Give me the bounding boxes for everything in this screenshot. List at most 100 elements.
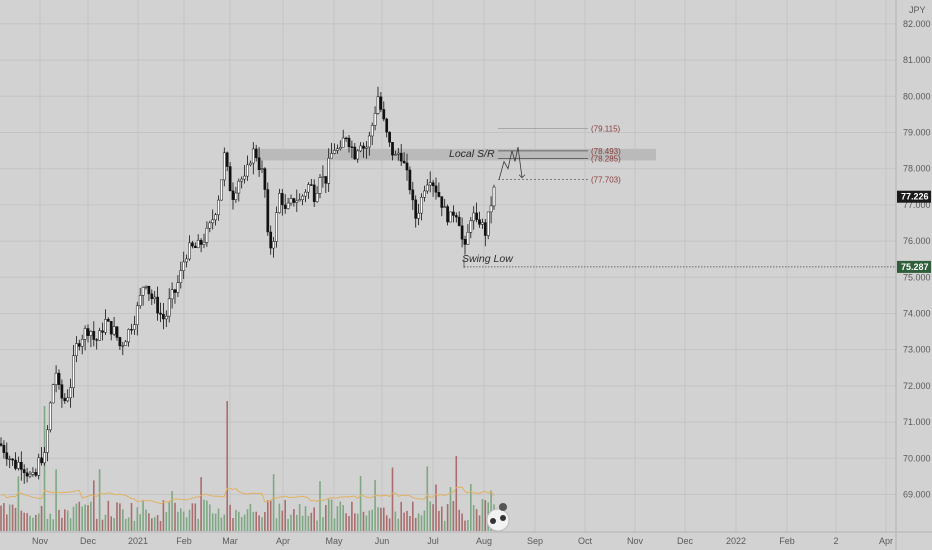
last-price-badge[interactable] — [897, 190, 931, 203]
candle-body — [179, 270, 183, 283]
volume-bar — [284, 500, 286, 531]
x-tick-label: Oct — [578, 536, 593, 546]
support-resistance-zone[interactable] — [256, 148, 656, 161]
candle-body — [251, 148, 255, 164]
candle-body — [2, 445, 6, 453]
volume-bar — [330, 499, 333, 531]
candle-body — [40, 457, 43, 464]
currency-label: JPY — [909, 5, 926, 15]
candle-body — [205, 227, 209, 243]
volume-bar — [478, 515, 481, 531]
candle-body — [391, 142, 394, 156]
candle-body — [17, 462, 20, 469]
candle-body — [69, 387, 72, 399]
volume-bar — [52, 519, 54, 531]
volume-bar — [84, 504, 86, 531]
swing-low-price-badge[interactable] — [897, 260, 931, 273]
candle-body — [80, 338, 84, 347]
logo-eye-left — [490, 518, 496, 524]
sr-zone-rect[interactable] — [256, 148, 656, 161]
candle-body — [405, 162, 409, 171]
candle-body — [182, 261, 186, 271]
volume-bar — [412, 501, 414, 531]
candle-body — [420, 196, 423, 214]
volume-bar — [261, 517, 263, 531]
volume-bar — [351, 501, 353, 531]
logo-eye-right — [500, 515, 506, 521]
volume-bar — [385, 515, 388, 531]
candle-body — [437, 192, 441, 197]
candle-body — [25, 472, 29, 477]
candle-body — [98, 330, 101, 341]
volume-bar — [153, 517, 156, 531]
candle-body — [402, 160, 406, 164]
x-tick-label: Sep — [527, 536, 543, 546]
x-tick-label: 2022 — [726, 536, 746, 546]
volume-bar — [464, 520, 466, 531]
logo-circle[interactable] — [486, 508, 510, 532]
price-levels[interactable]: (79.115) (78.493)(78.285) (77.703) — [463, 124, 896, 268]
candle-body — [318, 177, 322, 194]
volume-bar — [470, 484, 472, 531]
candle-body — [408, 169, 412, 191]
volume-bar — [281, 510, 284, 531]
candle-body — [162, 313, 165, 320]
volume-bar — [383, 507, 385, 531]
volume-bar — [0, 505, 2, 531]
volume-bar — [95, 518, 98, 531]
candle-body — [295, 200, 299, 203]
candle-body — [254, 148, 258, 159]
volume-bar — [203, 499, 205, 531]
y-tick-label: 80.000 — [903, 91, 931, 101]
volume-bar — [406, 510, 408, 531]
volume-bar — [232, 518, 234, 531]
volume-bar — [325, 505, 327, 531]
candle-body — [463, 239, 467, 245]
candle-body — [188, 242, 191, 260]
volume-bar — [148, 513, 150, 531]
candle-body — [66, 397, 70, 402]
candle-body — [327, 157, 331, 184]
candle-body — [86, 328, 90, 336]
candle-body — [170, 289, 174, 300]
volume-bar — [356, 513, 359, 531]
candle-body — [376, 96, 380, 114]
volume-bar — [426, 466, 429, 531]
price-level-label: (78.285) — [591, 154, 621, 163]
candle-body — [344, 137, 348, 140]
volume-bar — [374, 480, 376, 531]
volume-bar — [214, 513, 217, 531]
tradingview-logo[interactable] — [486, 503, 510, 532]
candle-body — [489, 205, 493, 213]
candle-body — [434, 185, 438, 193]
projection-line[interactable] — [498, 146, 523, 180]
candle-body — [193, 245, 197, 249]
volume-bar — [122, 509, 124, 531]
candle-body — [43, 452, 46, 464]
candle-body — [234, 192, 238, 200]
candle-body — [486, 211, 490, 236]
volume-bar — [107, 500, 110, 531]
candle-body — [278, 193, 281, 213]
candle-body — [266, 189, 270, 233]
projection-path[interactable] — [498, 146, 526, 180]
candle-body — [446, 206, 449, 223]
candle-body — [469, 220, 473, 233]
volume-bar — [472, 505, 475, 531]
volume-bar — [127, 517, 130, 531]
candle-body — [141, 287, 145, 296]
volume-bar — [40, 505, 43, 531]
volume-bar — [275, 518, 278, 531]
annotations: Local S/R Swing Low — [449, 148, 514, 265]
candle-body — [77, 343, 81, 347]
y-tick-label: 78.000 — [903, 164, 931, 174]
volume-bar — [226, 401, 228, 531]
last-price-label: 77.226 — [901, 192, 929, 202]
volume-bar — [171, 491, 173, 531]
volume-bar — [35, 514, 37, 531]
candle-body — [388, 131, 391, 143]
volume-bar — [336, 506, 339, 531]
volume-bar — [238, 511, 240, 531]
